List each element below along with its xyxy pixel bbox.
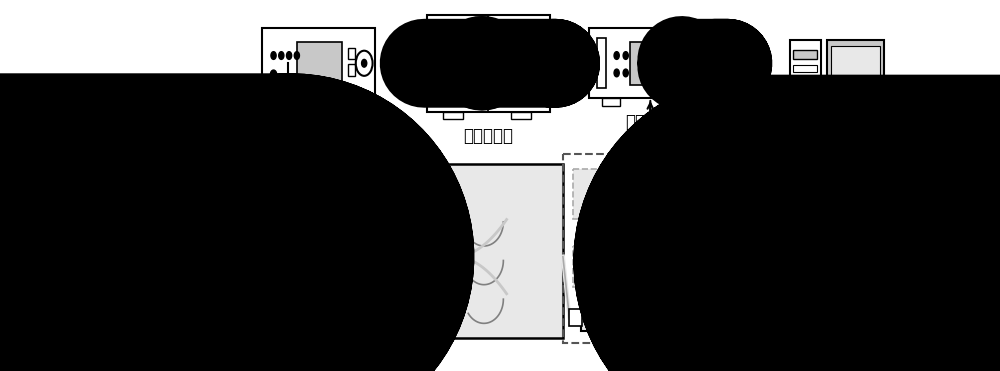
- Bar: [413, 164, 563, 338]
- Circle shape: [623, 52, 628, 59]
- Bar: [790, 40, 821, 137]
- Polygon shape: [659, 304, 672, 331]
- Circle shape: [271, 52, 276, 59]
- Bar: [573, 246, 683, 287]
- Circle shape: [802, 94, 808, 102]
- Text: 脉冲收发器: 脉冲收发器: [625, 112, 675, 131]
- Bar: [443, 112, 463, 119]
- Circle shape: [623, 69, 628, 77]
- Circle shape: [362, 59, 367, 67]
- Bar: [630, 42, 670, 85]
- Text: 激励探头: 激励探头: [329, 292, 369, 309]
- Bar: [427, 15, 550, 112]
- Bar: [825, 232, 837, 299]
- Bar: [573, 169, 683, 219]
- Ellipse shape: [440, 86, 468, 100]
- Circle shape: [435, 24, 455, 56]
- Circle shape: [614, 69, 619, 77]
- Circle shape: [461, 24, 481, 56]
- Bar: [492, 29, 543, 98]
- Bar: [767, 217, 841, 236]
- Text: 跟踪探头: 跟踪探头: [608, 349, 648, 367]
- Bar: [569, 309, 582, 326]
- Bar: [701, 38, 708, 88]
- Circle shape: [279, 52, 284, 59]
- Bar: [770, 232, 782, 299]
- Text: 数据采集处理系统: 数据采集处理系统: [805, 137, 878, 152]
- Bar: [793, 50, 817, 59]
- Polygon shape: [375, 239, 398, 274]
- Bar: [796, 174, 814, 195]
- Bar: [788, 191, 821, 220]
- Bar: [581, 304, 659, 331]
- Bar: [827, 40, 884, 103]
- Bar: [676, 98, 694, 106]
- Bar: [563, 154, 725, 343]
- Bar: [348, 64, 355, 76]
- Circle shape: [356, 51, 373, 76]
- Bar: [275, 98, 291, 106]
- Bar: [799, 232, 811, 299]
- Bar: [340, 98, 356, 106]
- Bar: [437, 61, 461, 79]
- Circle shape: [684, 58, 690, 68]
- Bar: [297, 42, 342, 85]
- Bar: [764, 299, 845, 319]
- Bar: [831, 46, 880, 97]
- Bar: [793, 65, 817, 72]
- Bar: [793, 77, 817, 83]
- Bar: [589, 29, 712, 98]
- Text: 功率放大器: 功率放大器: [294, 112, 344, 131]
- Circle shape: [294, 52, 299, 59]
- Circle shape: [614, 52, 619, 59]
- Bar: [262, 29, 375, 98]
- Bar: [304, 239, 375, 274]
- Bar: [294, 245, 305, 268]
- Bar: [597, 38, 606, 88]
- Circle shape: [677, 48, 698, 79]
- Bar: [511, 112, 531, 119]
- Circle shape: [270, 70, 277, 80]
- Bar: [602, 98, 620, 106]
- Bar: [767, 260, 841, 276]
- Circle shape: [286, 52, 292, 59]
- Bar: [348, 48, 355, 59]
- Text: 信号发生器: 信号发生器: [463, 127, 513, 145]
- Text: 步进电机: 步进电机: [790, 311, 830, 329]
- Text: 同步: 同步: [559, 43, 579, 61]
